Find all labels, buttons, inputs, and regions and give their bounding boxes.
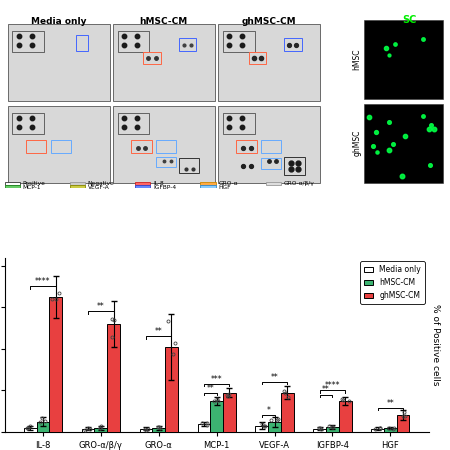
Text: SC: SC — [402, 15, 417, 25]
Bar — [326, 427, 339, 432]
Bar — [131, 140, 152, 153]
Text: *: * — [266, 406, 270, 415]
Bar — [70, 182, 85, 185]
Bar — [144, 52, 161, 64]
Text: hMSC: hMSC — [352, 48, 361, 70]
Bar — [13, 31, 44, 52]
Bar — [179, 38, 196, 51]
Bar — [117, 113, 149, 134]
Bar — [218, 24, 320, 101]
Text: **: ** — [97, 302, 105, 311]
Bar — [371, 429, 384, 432]
Text: **: ** — [270, 373, 279, 382]
Bar — [4, 182, 20, 185]
Text: Media only: Media only — [31, 17, 86, 26]
Bar — [261, 158, 281, 169]
Bar — [8, 106, 110, 183]
Bar — [135, 182, 150, 185]
Text: hMSC-CM: hMSC-CM — [140, 17, 188, 26]
Text: Positive: Positive — [22, 181, 45, 186]
Bar — [50, 140, 71, 153]
Text: **: ** — [207, 384, 214, 393]
Text: IGFBP-4: IGFBP-4 — [153, 184, 176, 189]
Text: ghMSC-CM: ghMSC-CM — [242, 17, 296, 26]
Bar — [94, 428, 107, 432]
Bar — [284, 157, 305, 175]
Bar — [261, 140, 281, 153]
Text: Negative: Negative — [88, 181, 114, 186]
Bar — [76, 36, 88, 51]
Bar — [156, 157, 176, 167]
Bar — [13, 113, 44, 134]
Bar — [281, 392, 294, 432]
Text: **: ** — [155, 327, 162, 336]
Bar — [200, 182, 216, 185]
Bar — [8, 24, 110, 101]
Bar — [364, 21, 443, 99]
Bar — [200, 185, 216, 189]
Bar — [153, 428, 165, 432]
Text: **: ** — [387, 399, 394, 408]
Text: HGF: HGF — [218, 184, 231, 189]
Text: GRO-α/β/γ: GRO-α/β/γ — [284, 181, 314, 186]
Text: ***: *** — [211, 375, 222, 384]
Text: ghMSC: ghMSC — [352, 129, 361, 156]
Bar — [26, 140, 46, 153]
Bar — [198, 424, 210, 432]
Bar — [82, 429, 94, 432]
Bar — [397, 415, 410, 432]
Text: GRO-α: GRO-α — [218, 181, 238, 186]
Bar — [179, 158, 199, 173]
Bar — [4, 185, 20, 189]
Bar — [248, 52, 266, 64]
Text: VEGF-A: VEGF-A — [88, 184, 109, 189]
Text: % of Positive cells: % of Positive cells — [431, 304, 440, 386]
Bar — [36, 422, 49, 432]
Bar — [210, 401, 223, 432]
Bar — [49, 297, 62, 432]
Text: **: ** — [322, 385, 330, 394]
Bar — [236, 140, 256, 153]
Bar — [140, 429, 153, 432]
Bar — [284, 38, 302, 51]
Bar — [107, 324, 120, 432]
Bar — [339, 401, 351, 432]
Text: ****: **** — [35, 277, 51, 286]
Bar — [223, 31, 255, 52]
Bar — [266, 182, 281, 185]
Bar — [313, 429, 326, 432]
Text: ****: **** — [325, 381, 340, 390]
Bar — [70, 185, 85, 189]
Bar — [24, 428, 36, 432]
Bar — [165, 347, 178, 432]
Legend: Media only, hMSC-CM, ghMSC-CM: Media only, hMSC-CM, ghMSC-CM — [360, 261, 425, 304]
Bar — [256, 426, 268, 432]
Bar — [218, 106, 320, 183]
Bar — [156, 140, 176, 153]
Bar — [135, 185, 150, 189]
Text: IL-8: IL-8 — [153, 181, 164, 186]
Bar — [113, 106, 215, 183]
Bar — [223, 392, 236, 432]
Bar — [117, 31, 149, 52]
Text: MCP-1: MCP-1 — [22, 184, 41, 189]
Bar — [113, 24, 215, 101]
Bar — [223, 113, 255, 134]
Bar — [364, 104, 443, 183]
Bar — [384, 428, 397, 432]
Bar — [268, 422, 281, 432]
